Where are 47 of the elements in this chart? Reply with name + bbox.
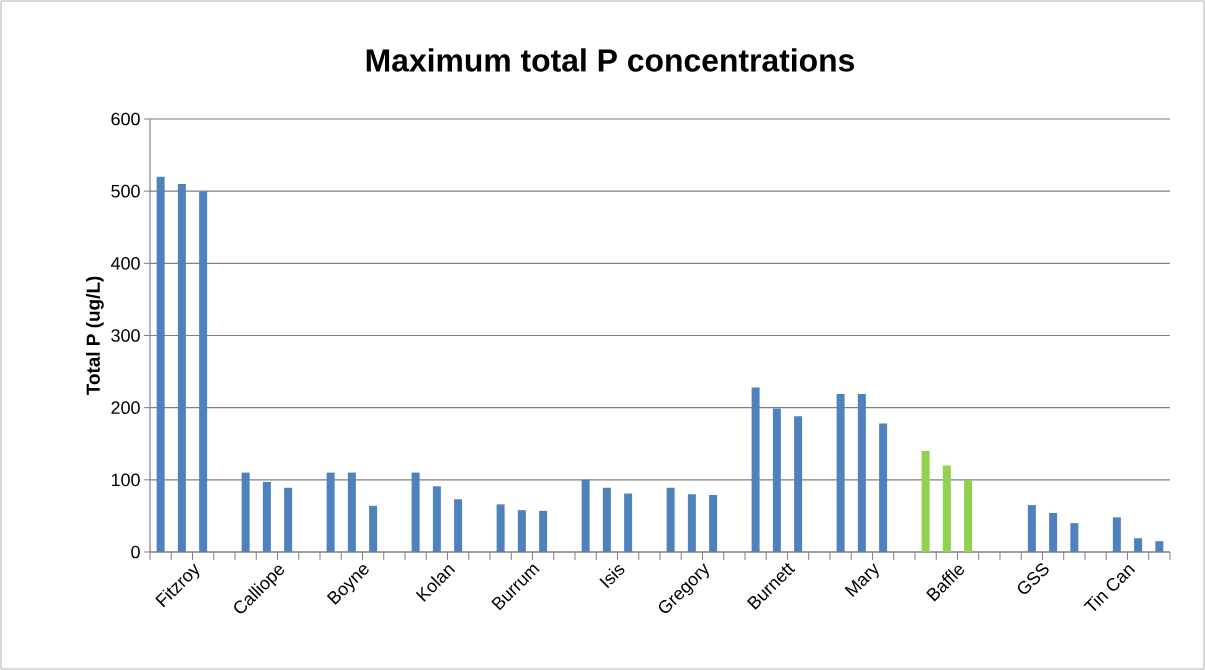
- x-tick-label: Isis: [599, 565, 625, 589]
- bar: [1155, 541, 1164, 552]
- y-tick-label: 200: [111, 401, 140, 414]
- y-tick-label: 0: [131, 545, 140, 559]
- bar: [284, 487, 293, 552]
- bar: [1134, 538, 1143, 552]
- bar: [709, 494, 718, 552]
- bar: [1027, 505, 1036, 552]
- bar: [836, 393, 845, 552]
- y-axis-title: Total P (ug/L): [86, 276, 104, 396]
- y-tick-label: 100: [111, 473, 140, 487]
- bar: [602, 487, 611, 552]
- bar: [921, 450, 930, 552]
- bar: [177, 183, 186, 552]
- bar: [369, 505, 378, 552]
- bar: [454, 499, 463, 552]
- bar: [794, 416, 803, 552]
- bar: [1049, 513, 1058, 552]
- bar: [1070, 523, 1079, 552]
- bar: [772, 408, 781, 552]
- bar: [432, 486, 441, 552]
- chart-title: Maximum total P concentrations: [366, 48, 855, 72]
- bar: [666, 487, 675, 552]
- bar: [156, 176, 165, 552]
- y-tick-label: 400: [110, 256, 140, 270]
- bar: [581, 479, 590, 552]
- bar: [496, 504, 505, 552]
- bar: [857, 393, 866, 552]
- bar: [1112, 517, 1121, 552]
- bar: [199, 191, 208, 552]
- bar: [879, 423, 888, 552]
- bar: [624, 493, 633, 552]
- bar: [964, 479, 973, 552]
- bar: [262, 481, 271, 552]
- x-tick-label: Tin Can: [1083, 565, 1136, 611]
- bar: [539, 510, 548, 552]
- bar: [942, 465, 951, 552]
- bar: [347, 472, 356, 552]
- bar: [687, 494, 696, 552]
- y-tick-label: 600: [111, 112, 140, 126]
- y-tick-label: 300: [111, 329, 140, 342]
- bar: [517, 510, 526, 552]
- bar: [751, 387, 760, 552]
- bar: [326, 472, 335, 552]
- bar: [411, 472, 420, 552]
- y-tick-label: 500: [111, 184, 140, 198]
- bar: [241, 472, 250, 552]
